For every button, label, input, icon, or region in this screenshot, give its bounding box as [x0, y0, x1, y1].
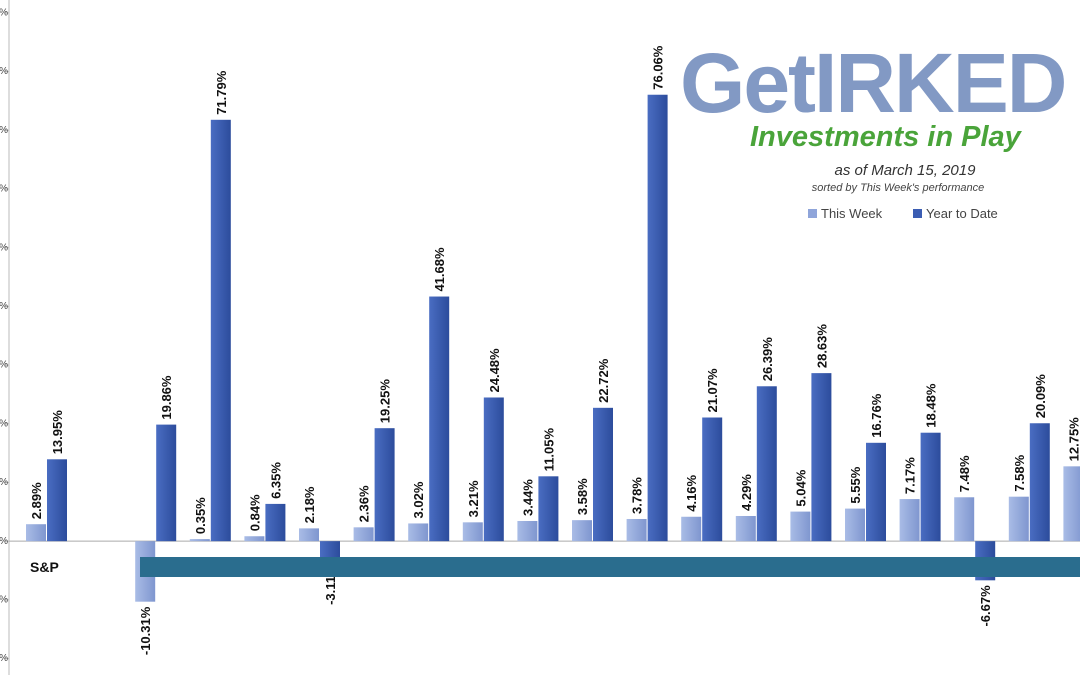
- bar: [593, 407, 613, 542]
- value-label: 24.48%: [487, 348, 502, 393]
- bar: [408, 523, 429, 542]
- bar: [265, 503, 286, 542]
- y-tick-label: 60%: [0, 184, 8, 195]
- bar: [374, 428, 395, 542]
- bar: [954, 497, 975, 542]
- value-label: 2.36%: [357, 485, 372, 522]
- y-tick-label: 70%: [0, 125, 8, 136]
- legend: This Week Year to Date: [808, 206, 998, 221]
- value-label: 19.25%: [378, 379, 393, 424]
- bar: [790, 511, 811, 542]
- bar: [899, 499, 920, 542]
- value-label: 3.44%: [520, 479, 535, 516]
- value-label: 6.35%: [268, 462, 283, 499]
- value-label: -6.67%: [978, 585, 993, 627]
- value-label: 71.79%: [214, 70, 229, 115]
- value-label: 76.06%: [651, 45, 666, 90]
- legend-swatch: [808, 209, 817, 218]
- legend-label: This Week: [821, 206, 883, 221]
- bar: [647, 94, 668, 542]
- value-label: 12.75%: [1066, 417, 1080, 462]
- chart-subtitle: as of March 15, 2019: [835, 162, 977, 179]
- value-label: 3.02%: [411, 481, 426, 518]
- bar: [920, 432, 941, 542]
- value-label: 3.58%: [575, 478, 590, 515]
- bar: [702, 417, 723, 542]
- bar: [483, 397, 504, 542]
- y-tick-label: 20%: [0, 418, 8, 429]
- value-label: 2.18%: [302, 486, 317, 523]
- bar: [189, 539, 210, 542]
- value-label: 21.07%: [705, 368, 720, 413]
- value-label: 19.86%: [159, 375, 174, 420]
- bar: [26, 524, 46, 542]
- y-tick-label: 40%: [0, 301, 8, 312]
- value-label: 7.48%: [957, 455, 972, 492]
- value-label: 5.04%: [793, 469, 808, 506]
- value-label: 4.29%: [739, 474, 754, 511]
- y-tick-label: 50%: [0, 242, 8, 253]
- bar: [244, 536, 265, 542]
- plot: -20% -10% 0% 10% 20% 30% 40% 50% 60% 70% 80% 90% 2.8…: [0, 8, 1080, 664]
- value-label: 3.21%: [466, 480, 481, 517]
- value-label: 3.78%: [630, 477, 645, 514]
- value-label: 26.39%: [760, 337, 775, 382]
- y-tick-label: -10%: [0, 595, 8, 606]
- value-label: 22.72%: [596, 358, 611, 403]
- chart-note: sorted by This Week's performance: [812, 182, 984, 194]
- bar: [681, 516, 702, 542]
- value-label: 7.58%: [1012, 454, 1027, 491]
- legend-swatch: [913, 209, 922, 218]
- value-label: 41.68%: [432, 247, 447, 292]
- y-tick-label: 30%: [0, 360, 8, 371]
- value-label: -10.31%: [138, 606, 153, 655]
- value-label: 13.95%: [50, 410, 65, 455]
- bar: [626, 518, 647, 542]
- logo: GetIRKED Investments in Play as of March…: [680, 36, 1067, 194]
- value-label: 18.48%: [924, 383, 939, 428]
- bar: [1063, 466, 1080, 542]
- bar: [572, 520, 592, 542]
- bar: [538, 476, 559, 542]
- value-label: 11.05%: [541, 428, 556, 472]
- bar: [735, 515, 756, 542]
- value-label: 20.09%: [1033, 374, 1048, 419]
- bar: [756, 386, 777, 542]
- value-label: 2.89%: [29, 482, 44, 519]
- bar: [866, 442, 886, 542]
- value-label: 7.17%: [903, 457, 918, 494]
- value-label: 0.84%: [247, 494, 262, 531]
- bar: [429, 296, 450, 542]
- bar: [299, 528, 319, 542]
- bar: [811, 373, 832, 542]
- chart-title: Investments in Play: [750, 121, 1023, 153]
- legend-label: Year to Date: [926, 206, 998, 221]
- bar: [1008, 496, 1029, 542]
- y-tick-label: 0%: [0, 536, 8, 547]
- bar: [353, 527, 374, 542]
- y-tick-label: 80%: [0, 66, 8, 77]
- bar: [320, 541, 340, 560]
- value-label: 16.76%: [869, 393, 884, 438]
- bar: [1029, 423, 1050, 542]
- bar: [47, 459, 67, 542]
- y-tick-label: 90%: [0, 8, 8, 19]
- bar: [462, 522, 483, 542]
- y-tick-label: -20%: [0, 653, 8, 664]
- bar: [517, 520, 538, 542]
- y-tick-label: 10%: [0, 477, 8, 488]
- bar: [845, 508, 865, 542]
- value-label: 4.16%: [684, 474, 699, 511]
- value-label: 0.35%: [193, 497, 208, 534]
- bar: [156, 424, 177, 542]
- bar: [210, 119, 231, 542]
- value-label: 28.63%: [814, 324, 829, 369]
- brand: GetIRKED: [680, 36, 1065, 130]
- value-label: 5.55%: [848, 466, 863, 503]
- category-label: S&P: [30, 559, 59, 575]
- band: [140, 557, 1080, 577]
